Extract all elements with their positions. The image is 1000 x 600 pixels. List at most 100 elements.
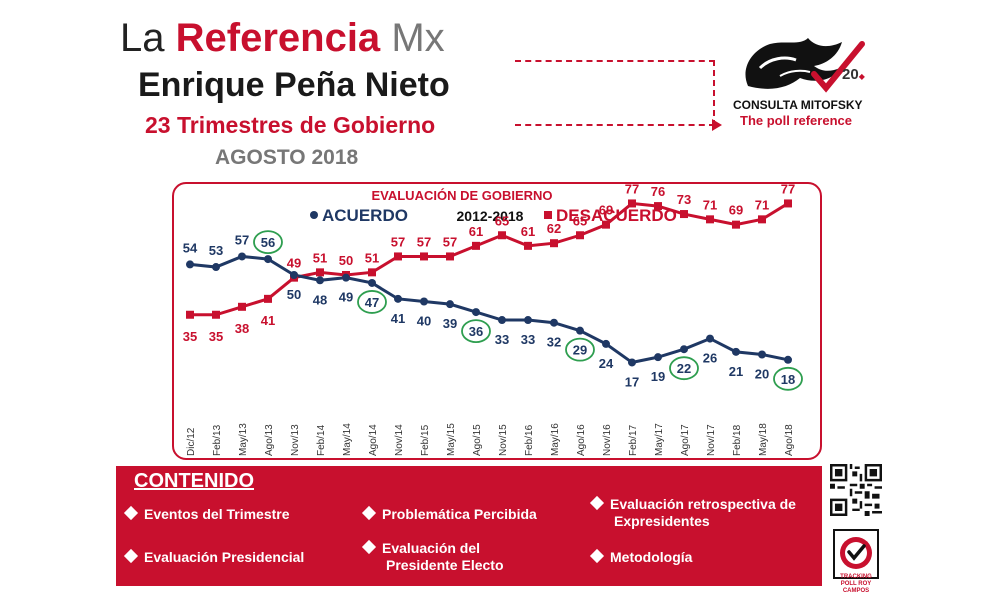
data-label-desacuerdo: 35 xyxy=(183,329,197,344)
point-acuerdo xyxy=(420,297,428,306)
point-desacuerdo xyxy=(628,199,636,208)
data-label-acuerdo: 18 xyxy=(781,372,795,387)
point-acuerdo xyxy=(758,350,766,359)
point-acuerdo xyxy=(654,353,662,362)
data-label-desacuerdo: 35 xyxy=(209,329,223,344)
diamond-icon xyxy=(361,505,377,521)
data-label-desacuerdo: 65 xyxy=(573,213,587,228)
x-tick-label: May/13 xyxy=(238,423,249,456)
point-acuerdo xyxy=(264,255,272,264)
data-label-acuerdo: 20 xyxy=(755,367,769,382)
data-label-desacuerdo: 41 xyxy=(261,313,275,328)
x-tick-label: Nov/13 xyxy=(290,424,301,456)
point-desacuerdo xyxy=(420,252,428,261)
point-desacuerdo xyxy=(550,239,558,248)
highlight-circle xyxy=(461,319,491,344)
x-tick-label: Nov/14 xyxy=(394,424,405,456)
data-label-acuerdo: 29 xyxy=(573,343,587,358)
data-label-desacuerdo: 69 xyxy=(599,203,613,218)
x-tick-label: Feb/13 xyxy=(212,424,223,456)
data-label-desacuerdo: 76 xyxy=(651,184,665,199)
contenido-title: CONTENIDO xyxy=(134,470,254,492)
x-tick-label: Ago/18 xyxy=(784,424,795,456)
x-tick-label: Feb/17 xyxy=(628,424,639,456)
point-desacuerdo xyxy=(524,241,532,250)
data-label-acuerdo: 33 xyxy=(495,332,509,347)
x-tick-label: May/14 xyxy=(342,423,353,456)
point-desacuerdo xyxy=(368,268,376,277)
chart-period: 2012-2018 xyxy=(457,208,524,224)
contenido-item-presidente-electo: Evaluación del Presidente Electo xyxy=(361,539,514,574)
point-acuerdo xyxy=(498,316,506,325)
brand-referencia: Referencia xyxy=(175,16,381,60)
x-tick-label: Ago/14 xyxy=(368,424,379,456)
legend-marker-desacuerdo xyxy=(544,211,552,219)
data-label-desacuerdo: 73 xyxy=(677,192,691,207)
data-label-desacuerdo: 57 xyxy=(391,234,405,249)
logo-name: CONSULTA MITOFSKY xyxy=(733,98,863,112)
highlight-circle xyxy=(253,230,283,254)
qr-code-icon xyxy=(830,464,882,516)
point-acuerdo xyxy=(368,278,376,287)
point-acuerdo xyxy=(316,276,324,285)
data-label-acuerdo: 53 xyxy=(209,243,223,258)
highlight-circle xyxy=(669,356,699,381)
data-label-acuerdo: 24 xyxy=(599,356,614,371)
dashed-connector xyxy=(515,60,715,126)
point-acuerdo xyxy=(212,263,220,272)
data-label-acuerdo: 32 xyxy=(547,335,561,350)
data-label-acuerdo: 41 xyxy=(391,311,405,326)
point-acuerdo xyxy=(342,273,350,282)
point-acuerdo xyxy=(706,334,714,343)
highlight-circle xyxy=(565,337,595,362)
data-label-desacuerdo: 65 xyxy=(495,213,509,228)
point-acuerdo xyxy=(186,260,194,269)
x-tick-label: May/15 xyxy=(446,423,457,456)
x-tick-label: Nov/17 xyxy=(706,424,717,456)
anniversary-badge: 20◆ xyxy=(842,66,865,83)
point-acuerdo xyxy=(784,355,792,364)
data-label-acuerdo: 17 xyxy=(625,374,639,389)
point-desacuerdo xyxy=(316,268,324,277)
point-acuerdo xyxy=(576,326,584,335)
data-label-desacuerdo: 50 xyxy=(339,253,353,268)
legend-label-acuerdo: ACUERDO xyxy=(322,206,408,225)
point-desacuerdo xyxy=(706,215,714,224)
point-desacuerdo xyxy=(186,310,194,319)
point-acuerdo xyxy=(290,271,298,279)
point-desacuerdo xyxy=(238,302,246,311)
point-acuerdo xyxy=(602,339,610,348)
x-tick-label: Ago/15 xyxy=(472,424,483,456)
contenido-item-problematica: Problemática Percibida xyxy=(361,505,584,523)
point-desacuerdo xyxy=(446,252,454,261)
brand-la: La xyxy=(120,16,165,60)
data-label-acuerdo: 47 xyxy=(365,295,379,310)
diamond-icon xyxy=(123,505,139,521)
data-label-acuerdo: 56 xyxy=(261,235,275,250)
series-line-desacuerdo xyxy=(190,201,789,317)
legend-marker-acuerdo xyxy=(310,211,318,219)
x-tick-label: May/16 xyxy=(550,423,561,456)
point-acuerdo xyxy=(680,345,688,354)
data-label-desacuerdo: 77 xyxy=(625,184,639,196)
point-desacuerdo xyxy=(576,231,584,240)
chart-title: EVALUACIÓN DE GOBIERNO xyxy=(371,188,552,203)
brand-title: La Referencia Mx xyxy=(120,14,445,62)
data-label-acuerdo: 26 xyxy=(703,351,717,366)
eagle-icon xyxy=(745,38,865,93)
x-tick-label: Dic/12 xyxy=(186,427,197,456)
chart-frame: EVALUACIÓN DE GOBIERNO 2012-2018 ACUERDO DE… xyxy=(172,182,822,460)
subheadline: 23 Trimestres de Gobierno xyxy=(145,112,436,138)
report-date: AGOSTO 2018 xyxy=(215,146,359,169)
data-label-desacuerdo: 49 xyxy=(287,256,301,271)
data-label-acuerdo: 40 xyxy=(417,314,431,329)
data-label-desacuerdo: 38 xyxy=(235,321,249,336)
point-acuerdo xyxy=(394,294,402,303)
data-label-acuerdo: 22 xyxy=(677,361,691,376)
data-label-acuerdo: 54 xyxy=(183,240,198,255)
point-acuerdo xyxy=(550,318,558,327)
series-line-acuerdo xyxy=(189,254,789,365)
data-label-acuerdo: 50 xyxy=(287,287,301,302)
tracking-poll-badge xyxy=(833,529,879,579)
arrow-icon xyxy=(712,119,722,131)
